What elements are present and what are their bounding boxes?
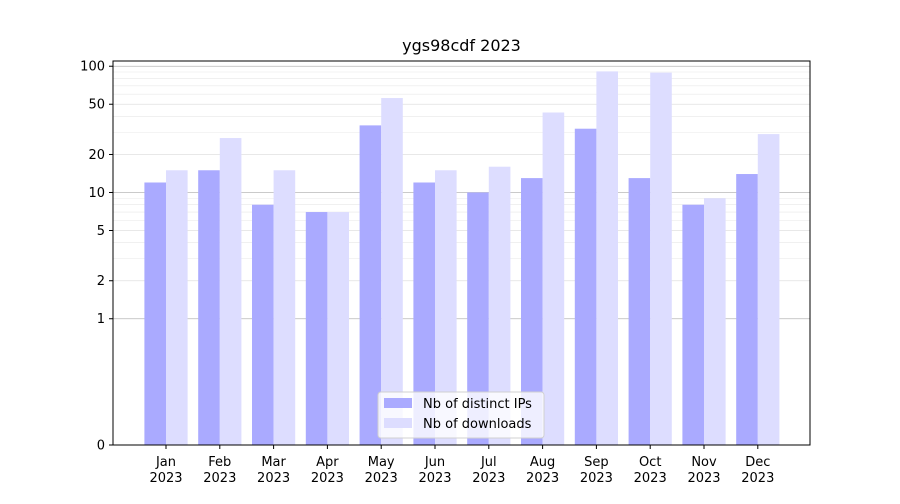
- bar-downloads: [650, 72, 672, 446]
- x-tick-label-month: Jul: [480, 455, 497, 470]
- x-tick-label-month: Apr: [316, 455, 339, 470]
- bar-distinct-ips: [359, 125, 382, 445]
- x-tick-label-year: 2023: [365, 471, 398, 486]
- x-tick-label-month: Feb: [208, 455, 231, 470]
- legend: Nb of distinct IPs Nb of downloads: [377, 391, 545, 439]
- bar-distinct-ips: [574, 128, 597, 446]
- bar-distinct-ips: [198, 170, 220, 445]
- y-tick-label: 5: [97, 224, 105, 239]
- y-tick-label: 10: [88, 186, 105, 201]
- x-tick-label-month: Jun: [424, 455, 445, 470]
- x-tick-label-year: 2023: [580, 471, 613, 486]
- bar-distinct-ips: [413, 182, 435, 445]
- x-tick-label-year: 2023: [149, 471, 182, 486]
- x-tick-label-year: 2023: [418, 471, 451, 486]
- x-tick-label-month: Mar: [261, 455, 286, 470]
- plot-frame: [112, 60, 811, 446]
- bar-downloads: [273, 170, 296, 445]
- x-tick-label-year: 2023: [526, 471, 559, 486]
- bar-downloads: [488, 166, 511, 445]
- x-tick-label-year: 2023: [203, 471, 236, 486]
- bars: [144, 71, 780, 446]
- x-tick-label-month: Oct: [639, 455, 661, 470]
- x-tick-label-month: Dec: [745, 455, 770, 470]
- x-tick-label-month: May: [368, 455, 395, 470]
- y-tick-label: 1: [97, 312, 105, 327]
- bar-downloads: [381, 98, 403, 446]
- bar-distinct-ips: [467, 192, 489, 445]
- y-tick-label: 20: [88, 148, 105, 163]
- x-tick-label-year: 2023: [472, 471, 505, 486]
- y-tick-label: 100: [80, 60, 105, 75]
- x-tick-label-month: Aug: [530, 455, 555, 470]
- bar-distinct-ips: [305, 212, 328, 445]
- bar-distinct-ips: [628, 178, 651, 446]
- legend-box: [377, 391, 545, 439]
- y-tick-label: 0: [97, 439, 105, 454]
- bar-downloads: [757, 134, 780, 446]
- chart-title: ygs98cdf 2023: [402, 36, 521, 55]
- bar-distinct-ips: [736, 174, 758, 445]
- bar-downloads: [704, 198, 726, 445]
- y-tick-label: 2: [97, 274, 105, 289]
- legend-swatch: [384, 398, 412, 408]
- x-tick-label-year: 2023: [687, 471, 720, 486]
- bar-distinct-ips: [521, 178, 543, 446]
- bar-downloads: [542, 112, 565, 446]
- bar-distinct-ips: [682, 204, 704, 445]
- y-tick-label: 50: [88, 98, 105, 113]
- bar-downloads: [435, 170, 457, 445]
- x-tick-label-year: 2023: [634, 471, 667, 486]
- legend-label: Nb of downloads: [423, 417, 532, 432]
- x-tick-label-year: 2023: [257, 471, 290, 486]
- x-tick-label-month: Sep: [584, 455, 609, 470]
- legend-label: Nb of distinct IPs: [423, 397, 532, 412]
- y-axis: 0 1 2 5 10 20 50 100: [80, 60, 113, 454]
- x-axis: Jan2023Feb2023Mar2023Apr2023May2023Jun20…: [149, 445, 774, 486]
- legend-swatch: [384, 418, 412, 428]
- bar-downloads: [219, 138, 242, 445]
- bar-downloads: [596, 71, 618, 445]
- x-tick-label-year: 2023: [311, 471, 344, 486]
- x-tick-label-year: 2023: [741, 471, 774, 486]
- x-tick-label-month: Nov: [691, 455, 717, 470]
- bar-distinct-ips: [252, 204, 274, 445]
- bar-downloads: [327, 212, 349, 445]
- bar-downloads: [166, 170, 188, 445]
- bar-distinct-ips: [144, 182, 166, 445]
- x-tick-label-month: Jan: [155, 455, 176, 470]
